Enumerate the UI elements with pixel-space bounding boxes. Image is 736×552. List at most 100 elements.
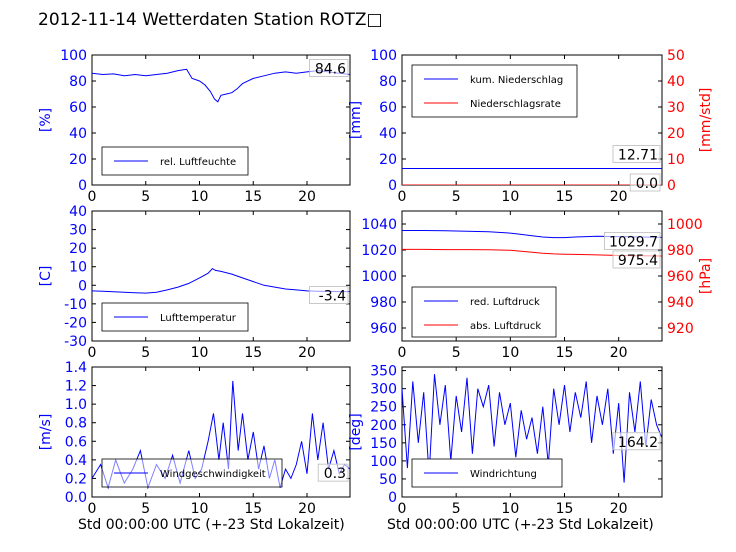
figure-title: 2012-11-14 Wetterdaten Station ROTZ□: [38, 10, 383, 30]
legend-label: abs. Luftdruck: [470, 321, 541, 332]
winddirection-frame: [401, 366, 663, 498]
y-tick-label: 350: [370, 364, 397, 380]
y-tick-label: 0: [78, 278, 87, 294]
pressure-legend: red. Luftdruck abs. Luftdruck: [411, 286, 557, 338]
current-value-label: 975.4: [618, 253, 658, 269]
current-value-label: 84.6: [315, 62, 346, 78]
legend-label: Windrichtung: [470, 469, 537, 480]
x-tick-label: 0: [88, 501, 97, 517]
x-tick-label: 0: [398, 189, 407, 205]
value-label-box: [604, 231, 661, 250]
winddirection-legend: Windrichtung: [411, 458, 563, 488]
x-tick-label: 20: [610, 189, 628, 205]
legend-label: red. Luftdruck: [470, 297, 540, 308]
y-tick-label: 100: [370, 454, 397, 470]
precipitation-legend: kum. Niederschlag Niederschlagsrate: [411, 64, 578, 118]
temperature-panel: 0 5 10 15 20 -30 -20 -10 0 10 20 30 40 [C] -3.4 Lufttem…: [38, 204, 351, 361]
y-tick-label: 40: [69, 126, 87, 142]
legend-box: [411, 458, 563, 488]
y-tick-label: 10: [69, 260, 87, 276]
y-right-tick-label: 50: [667, 48, 685, 64]
y-tick-label: 300: [370, 382, 397, 398]
windspeed-frame: [91, 366, 351, 498]
pressure-panel: 0 5 10 15 20 960 980 1000 1020 1040 920 940 960 980 10…: [361, 210, 714, 361]
x-tick-label: 0: [398, 501, 407, 517]
x-tick-label: 15: [244, 501, 262, 517]
temperature-frame: [91, 210, 351, 342]
y-axis-label: [C]: [38, 266, 54, 287]
y-tick-label: 100: [60, 48, 87, 64]
windspeed-series-line-0: [92, 380, 350, 490]
y-right-tick-label: 1000: [667, 217, 703, 233]
value-label-box: [317, 463, 349, 482]
x-tick-label: 15: [244, 189, 262, 205]
y-right-tick-label: 960: [667, 269, 694, 285]
y-tick-label: 100: [370, 48, 397, 64]
humidity-series-line-0: [92, 68, 350, 103]
x-tick-label: 20: [298, 189, 316, 205]
x-tick-label: 15: [556, 501, 574, 517]
y-tick-label: 40: [379, 126, 397, 142]
x-tick-label: 10: [191, 501, 209, 517]
x-tick-label: 5: [452, 189, 461, 205]
value-label-box: [612, 250, 661, 269]
x-tick-label: 5: [452, 345, 461, 361]
x-tick-label: 15: [556, 189, 574, 205]
y-tick-label: 20: [69, 241, 87, 257]
x-tick-label: 5: [452, 501, 461, 517]
humidity-legend: rel. Luftfeuchte: [101, 146, 249, 176]
y-tick-label: 20: [379, 152, 397, 168]
current-value-label: 12.71: [618, 147, 658, 163]
y-tick-label: -30: [64, 334, 87, 350]
x-tick-label: 0: [88, 189, 97, 205]
value-label-box: [612, 145, 661, 163]
x-tick-label: 10: [501, 189, 519, 205]
precipitation-panel: 0 5 10 15 20 0 20 40 60 80 100 0 10 20 30 40 50 [mm/std] […: [348, 48, 714, 205]
y-tick-label: 0.6: [65, 434, 87, 450]
legend-box: [411, 286, 557, 338]
y-right-tick-label: 940: [667, 295, 694, 311]
x-tick-label: 20: [298, 345, 316, 361]
x-axis-label-left: Std 00:00:00 UTC (+-23 Std Lokalzeit): [78, 517, 345, 533]
current-value-label: 0.0: [636, 176, 658, 192]
x-tick-label: 15: [244, 345, 262, 361]
y-right-tick-label: 920: [667, 321, 694, 337]
x-tick-label: 5: [141, 345, 150, 361]
value-label-box: [629, 173, 661, 192]
x-tick-label: 10: [191, 189, 209, 205]
current-value-label: 1029.7: [609, 234, 658, 250]
humidity-frame: [91, 54, 351, 186]
x-tick-label: 10: [191, 345, 209, 361]
current-value-label: 0.3: [324, 466, 346, 482]
y-axis-label: [%]: [38, 108, 54, 132]
y-right-tick-label: 0: [667, 178, 676, 194]
legend-label: Niederschlagsrate: [470, 99, 561, 110]
pressure-series-line-1: [402, 248, 662, 257]
y-tick-label: 60: [69, 100, 87, 116]
y-tick-label: 80: [379, 74, 397, 90]
y-tick-label: 0.4: [65, 453, 87, 469]
y-tick-label: 1.0: [65, 397, 87, 413]
y-tick-label: 960: [370, 321, 397, 337]
y-tick-label: 1.4: [65, 360, 87, 376]
y-tick-label: 80: [69, 74, 87, 90]
x-tick-label: 0: [88, 345, 97, 361]
y-tick-label: 0: [78, 178, 87, 194]
x-tick-label: 20: [298, 501, 316, 517]
y-right-tick-label: 40: [667, 74, 685, 90]
x-axis-label-right: Std 00:00:00 UTC (+-23 Std Lokalzeit): [387, 517, 654, 533]
legend-label: rel. Luftfeuchte: [160, 157, 236, 168]
y-right-tick-label: 10: [667, 152, 685, 168]
y-axis-label-right: [hPa]: [698, 258, 714, 294]
y-tick-label: 0.8: [65, 416, 87, 432]
y-tick-label: 60: [379, 100, 397, 116]
x-tick-label: 10: [501, 501, 519, 517]
y-tick-label: -20: [64, 315, 87, 331]
y-tick-label: 0.0: [65, 490, 87, 506]
y-tick-label: 980: [370, 295, 397, 311]
value-label-box: [612, 432, 661, 451]
windspeed-legend: Windgeschwindigkeit: [101, 458, 283, 488]
winddirection-series-line-0: [402, 374, 662, 483]
